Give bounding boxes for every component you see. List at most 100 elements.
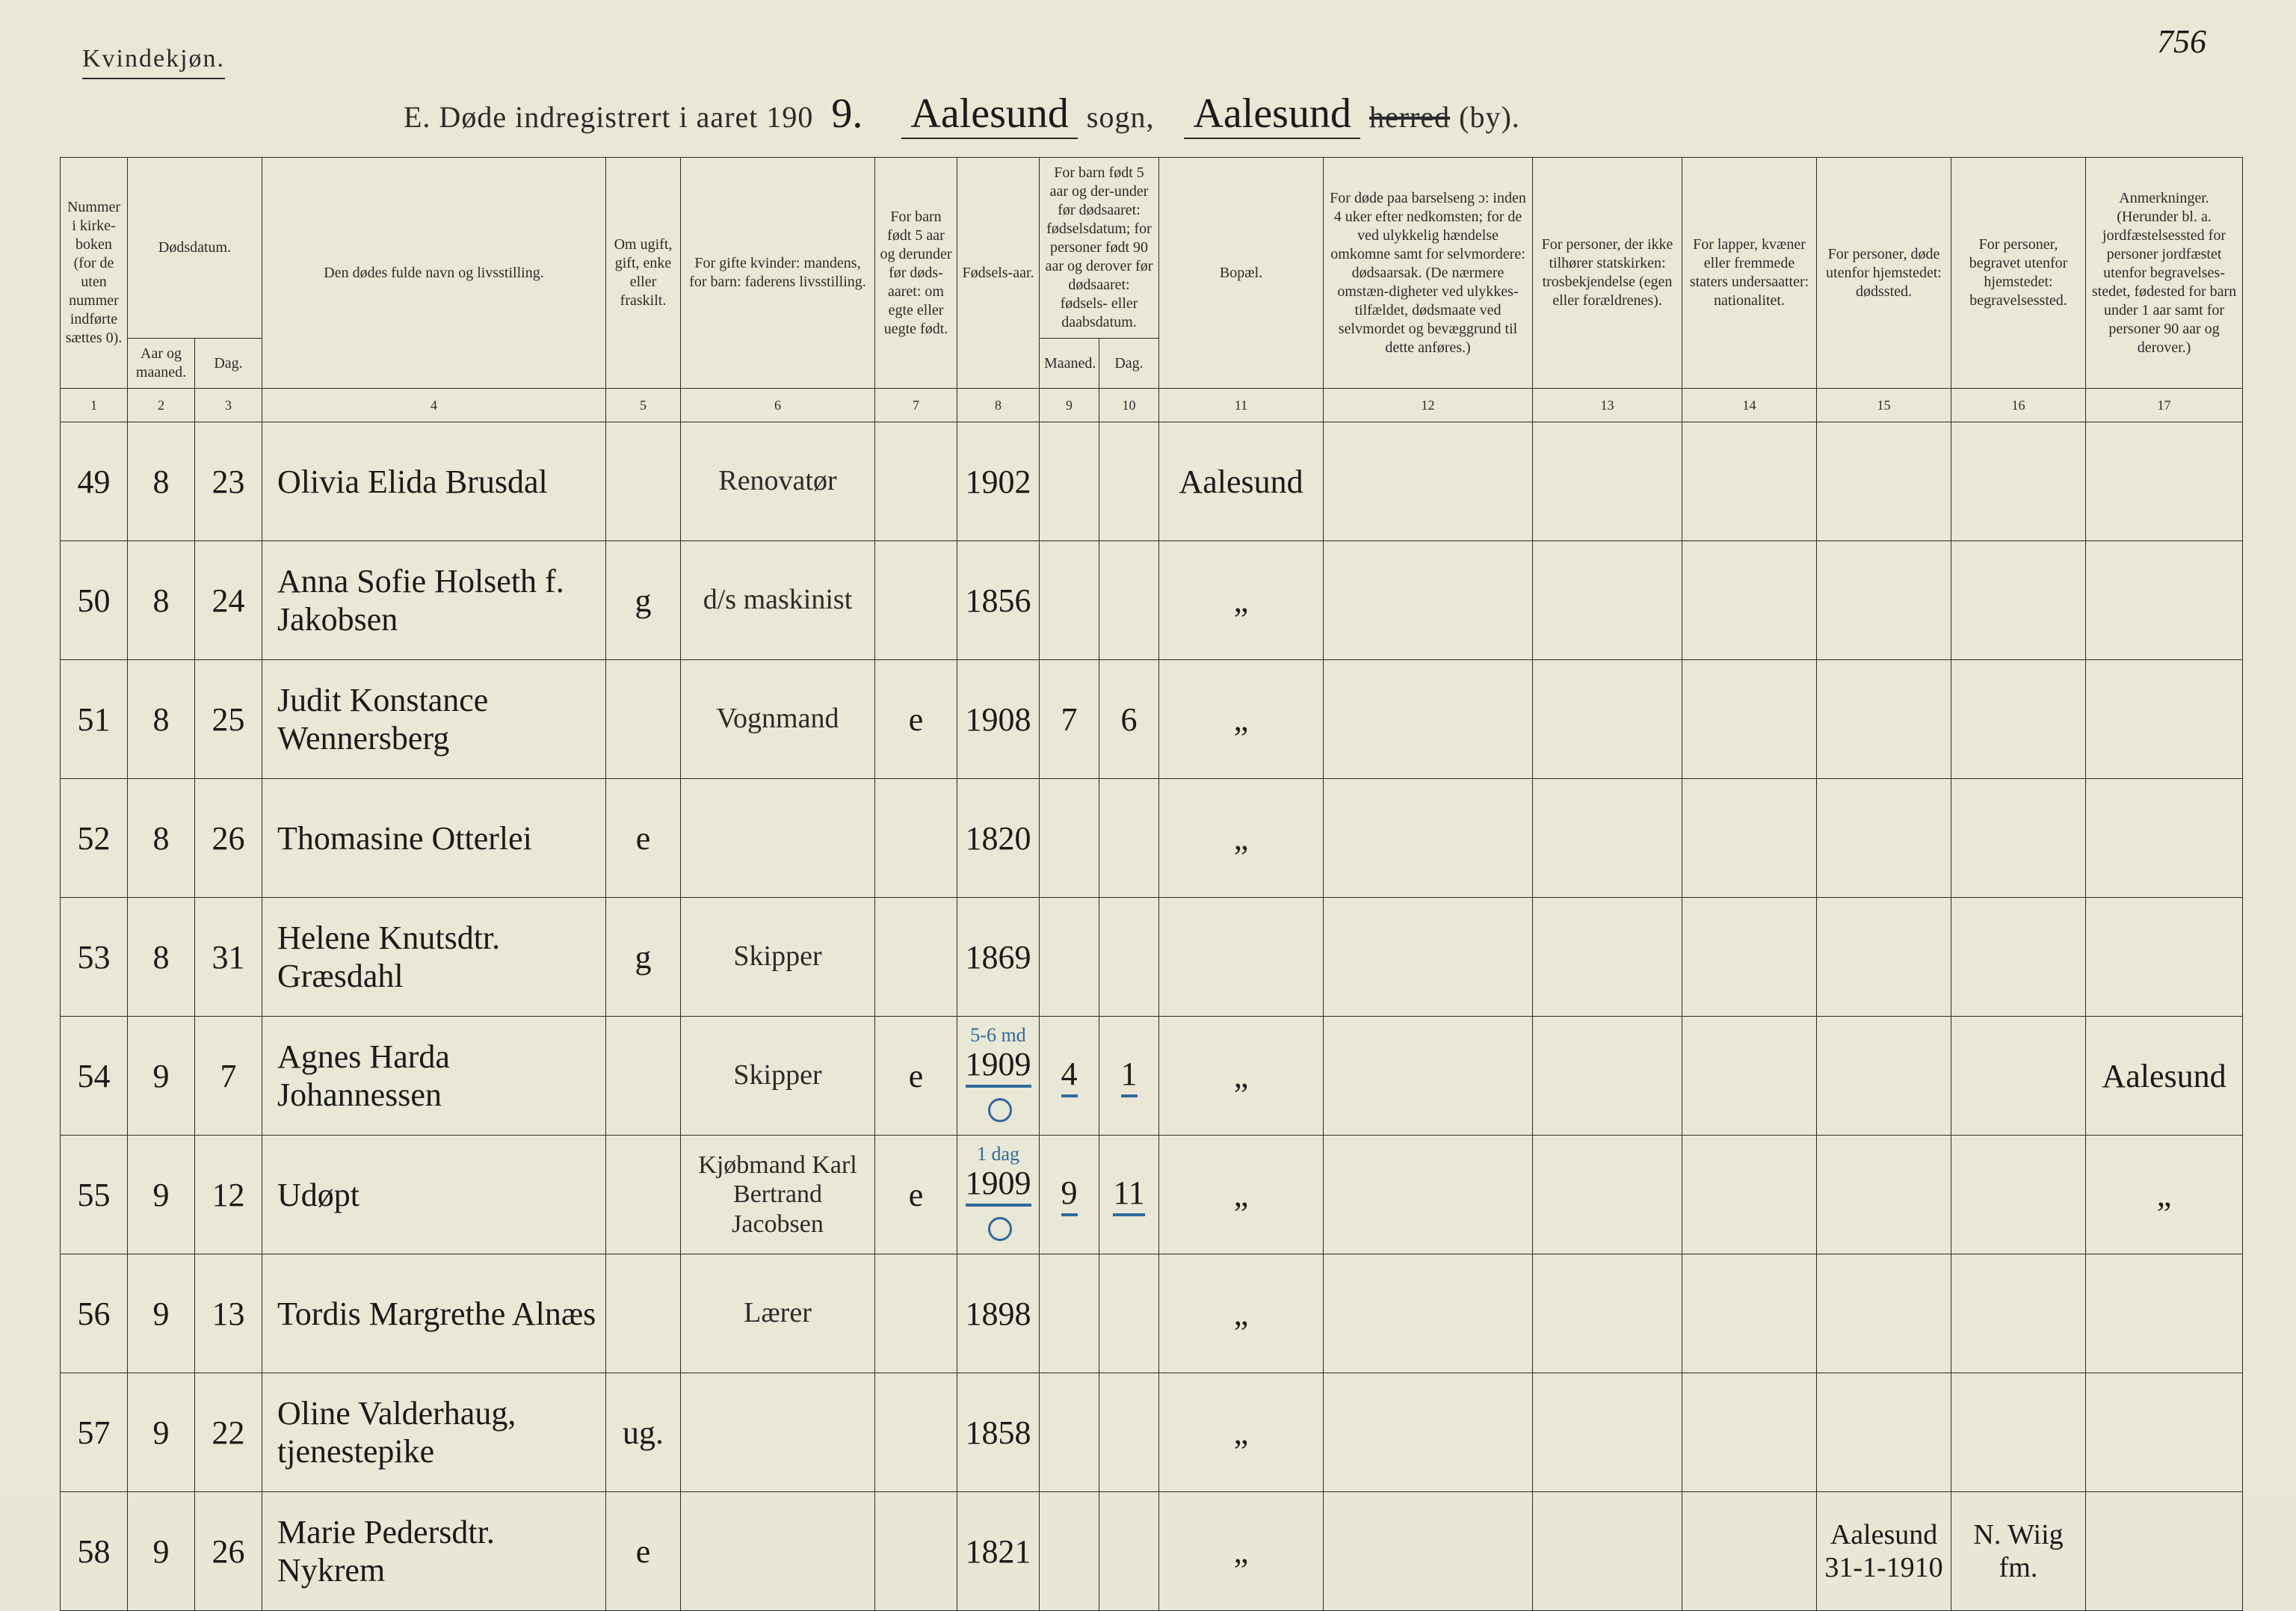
colnum: 13: [1533, 389, 1682, 422]
cell-nationality: [1682, 1017, 1817, 1136]
cell-civil: g: [606, 541, 681, 660]
cell-father: Lærer: [681, 1254, 875, 1373]
hdr-deathplace: For personer, døde utenfor hjemstedet: d…: [1817, 158, 1951, 389]
cell-name: Marie Pedersdtr. Nykrem: [262, 1492, 606, 1611]
cell-deathplace: [1817, 1254, 1951, 1373]
cell-death-month: 9: [128, 1373, 195, 1492]
cell-residence: „: [1159, 1254, 1324, 1373]
cell-death-day: 25: [195, 660, 262, 779]
colnum: 5: [606, 389, 681, 422]
cell-faith: [1533, 541, 1682, 660]
cell-birth-month: 7: [1040, 660, 1099, 779]
blue-annotation: 1 dag: [962, 1145, 1034, 1164]
blue-annotation: 5-6 md: [962, 1026, 1034, 1045]
hdr-legit: For barn født 5 aar og derunder før døds…: [875, 158, 957, 389]
herred-handwritten: Aalesund: [1184, 90, 1360, 139]
cell-faith: [1533, 779, 1682, 898]
cell-death-day: 7: [195, 1017, 262, 1136]
cell-faith: [1533, 422, 1682, 541]
colnum: 4: [262, 389, 606, 422]
hdr-death-month: Aar og maaned.: [128, 339, 195, 389]
cell-residence: [1159, 898, 1324, 1017]
cell-name: Anna Sofie Holseth f. Jakobsen: [262, 541, 606, 660]
cell-burialplace: [1951, 422, 2086, 541]
cell-number: 53: [61, 898, 128, 1017]
cell-father: [681, 1373, 875, 1492]
cell-death-day: 31: [195, 898, 262, 1017]
colnum: 9: [1040, 389, 1099, 422]
cell-birth-day: 6: [1099, 660, 1159, 779]
table-row: 52826Thomasine Otterleie1820„: [61, 779, 2243, 898]
cell-burialplace: [1951, 898, 2086, 1017]
cell-death-month: 8: [128, 541, 195, 660]
cell-birth-month: [1040, 1254, 1099, 1373]
title-year-suffix: 9.: [822, 90, 871, 138]
cell-birth-day: 11: [1099, 1136, 1159, 1254]
cell-residence: „: [1159, 1373, 1324, 1492]
cell-birth-day: [1099, 1492, 1159, 1611]
blue-circle-icon: [988, 1098, 1012, 1122]
cell-number: 50: [61, 541, 128, 660]
cell-birthyear: 1 dag1909: [957, 1136, 1040, 1254]
cell-death-month: 8: [128, 779, 195, 898]
cell-birthyear: 1856: [957, 541, 1040, 660]
cell-birth-day: [1099, 1254, 1159, 1373]
cell-birthyear: 1869: [957, 898, 1040, 1017]
cell-birthyear: 5-6 md1909: [957, 1017, 1040, 1136]
cell-name: Tordis Margrethe Alnæs: [262, 1254, 606, 1373]
cell-name: Judit Konstance Wennersberg: [262, 660, 606, 779]
page-title-line: E. Døde indregistrert i aaret 1909. Aale…: [0, 90, 2296, 139]
cell-faith: [1533, 898, 1682, 1017]
cell-death-day: 12: [195, 1136, 262, 1254]
table-row: 49823Olivia Elida BrusdalRenovatør1902Aa…: [61, 422, 2243, 541]
cell-death-day: 24: [195, 541, 262, 660]
cell-deathplace: [1817, 1017, 1951, 1136]
cell-father: d/s maskinist: [681, 541, 875, 660]
colnum: 1: [61, 389, 128, 422]
sogn-label: sogn,: [1087, 99, 1155, 135]
by-label: (by).: [1459, 99, 1520, 135]
colnum: 10: [1099, 389, 1159, 422]
cell-civil: e: [606, 779, 681, 898]
colnum: 17: [2086, 389, 2243, 422]
hdr-cause: For døde paa barselseng ɔ: inden 4 uker …: [1324, 158, 1533, 389]
cell-deathplace: [1817, 1373, 1951, 1492]
hdr-remarks: Anmerkninger. (Herunder bl. a. jordfæste…: [2086, 158, 2243, 389]
cell-nationality: [1682, 660, 1817, 779]
cell-number: 58: [61, 1492, 128, 1611]
cell-cause: [1324, 1136, 1533, 1254]
cell-number: 51: [61, 660, 128, 779]
hdr-nationality: For lapper, kvæner eller fremmede stater…: [1682, 158, 1817, 389]
cell-nationality: [1682, 1373, 1817, 1492]
title-prefix: E. Døde indregistrert i aaret 190: [404, 99, 813, 135]
cell-name: Thomasine Otterlei: [262, 779, 606, 898]
cell-residence: „: [1159, 1136, 1324, 1254]
cell-cause: [1324, 779, 1533, 898]
hdr-birth-month: Maaned.: [1040, 339, 1099, 389]
cell-civil: e: [606, 1492, 681, 1611]
cell-birth-month: 4: [1040, 1017, 1099, 1136]
cell-cause: [1324, 660, 1533, 779]
cell-legit: [875, 1492, 957, 1611]
table-row: 51825Judit Konstance WennersbergVognmand…: [61, 660, 2243, 779]
sogn-handwritten: Aalesund: [901, 90, 1078, 139]
cell-birth-day: [1099, 898, 1159, 1017]
cell-remarks: [2086, 1373, 2243, 1492]
cell-number: 55: [61, 1136, 128, 1254]
cell-father: [681, 779, 875, 898]
cell-name: Olivia Elida Brusdal: [262, 422, 606, 541]
page-number: 756: [2157, 22, 2206, 61]
cell-name: Helene Knutsdtr. Græsdahl: [262, 898, 606, 1017]
gender-label: Kvindekjøn.: [82, 45, 225, 79]
cell-faith: [1533, 1373, 1682, 1492]
cell-death-month: 9: [128, 1017, 195, 1136]
colnum: 7: [875, 389, 957, 422]
colnum: 16: [1951, 389, 2086, 422]
cell-deathplace: [1817, 779, 1951, 898]
cell-deathplace: [1817, 422, 1951, 541]
table-row: 5497Agnes Harda JohannessenSkippere5-6 m…: [61, 1017, 2243, 1136]
cell-deathplace: Aalesund 31-1-1910: [1817, 1492, 1951, 1611]
death-register-table: Nummer i kirke-boken (for de uten nummer…: [60, 157, 2243, 1611]
cell-death-day: 26: [195, 779, 262, 898]
cell-civil: ug.: [606, 1373, 681, 1492]
